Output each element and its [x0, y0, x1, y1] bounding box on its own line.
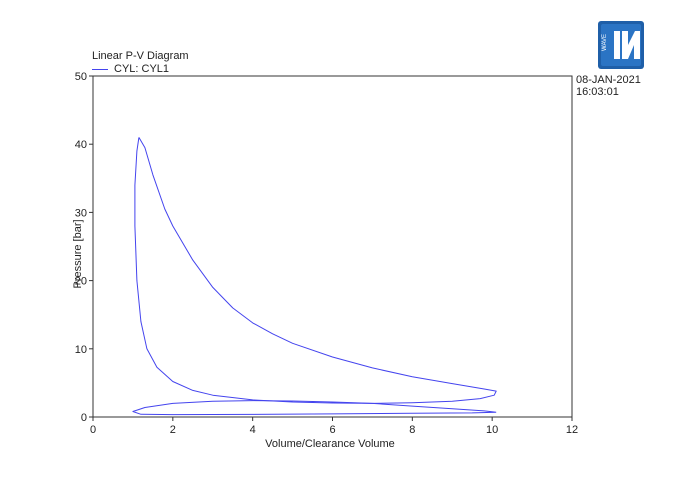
x-tick-label: 2: [170, 424, 176, 436]
y-axis-label: Pressure [bar]: [72, 219, 84, 289]
y-tick-label: 10: [75, 344, 87, 356]
logo-text: WAVE: [602, 34, 608, 51]
plot-frame: [92, 75, 573, 418]
y-tick-label: 0: [81, 412, 87, 424]
date-text: 08-JAN-2021: [576, 74, 641, 86]
x-tick-label: 6: [329, 424, 335, 436]
chart-title: Linear P-V Diagram: [92, 50, 189, 62]
legend-label: CYL: CYL1: [114, 63, 170, 75]
x-tick-label: 0: [90, 424, 96, 436]
wave-logo: WAVE: [598, 21, 644, 69]
y-tick-label: 40: [75, 139, 87, 151]
x-tick-label: 4: [250, 424, 256, 436]
x-axis-label: Volume/Clearance Volume: [265, 438, 395, 450]
x-tick-label: 10: [486, 424, 498, 436]
x-tick-label: 12: [566, 424, 578, 436]
time-text: 16:03:01: [576, 86, 619, 98]
y-tick-label: 50: [75, 71, 87, 83]
x-tick-label: 8: [409, 424, 415, 436]
legend-swatch: [92, 68, 108, 70]
series-line-2: [132, 400, 497, 416]
series-line-1: [134, 137, 497, 404]
timestamp: 08-JAN-2021 16:03:01: [576, 74, 641, 98]
legend: CYL: CYL1: [92, 63, 169, 75]
y-tick-label: 20: [75, 276, 87, 288]
y-tick-label: 30: [75, 207, 87, 219]
